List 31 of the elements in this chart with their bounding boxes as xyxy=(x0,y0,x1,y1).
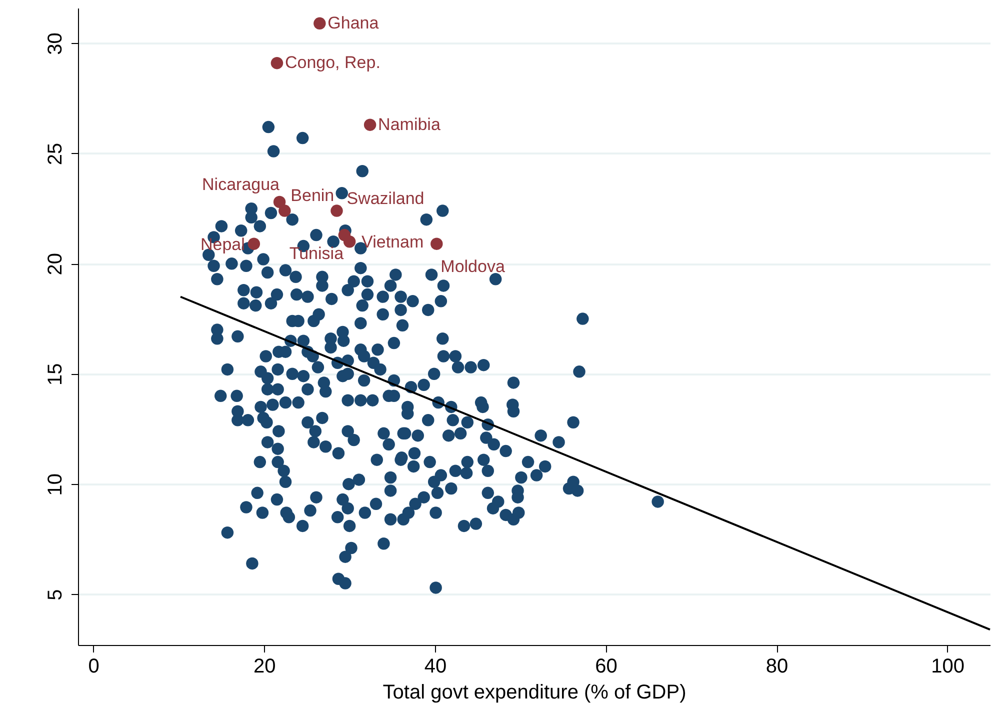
y-tick-label: 30 xyxy=(44,32,66,55)
point xyxy=(248,238,260,250)
annotation: Namibia xyxy=(378,114,441,134)
x-axis-title: Total govt expenditure (% of GDP) xyxy=(382,682,686,704)
point xyxy=(343,236,356,248)
annotation: Vietnam xyxy=(362,232,424,252)
x-tick-label: 40 xyxy=(424,656,447,678)
point xyxy=(330,204,343,217)
annotation: Ghana xyxy=(328,13,380,32)
x-tick-label: 20 xyxy=(254,656,276,678)
annotation: Congo, Rep. xyxy=(284,53,380,72)
point xyxy=(364,118,376,131)
y-tick-label: 20 xyxy=(44,253,66,276)
point xyxy=(273,196,286,208)
x-tick-label: 0 xyxy=(88,656,100,678)
annotation: Swaziland xyxy=(346,188,424,208)
y-tick-label: 5 xyxy=(44,589,66,600)
x-tick-label: 80 xyxy=(766,656,788,678)
point xyxy=(430,238,443,250)
annotation: Tunisia xyxy=(289,244,344,264)
y-tick-label: 25 xyxy=(44,142,66,166)
y-tick-label: 10 xyxy=(44,473,66,496)
x-tick-label: 100 xyxy=(931,656,964,678)
annotation: Nicaragua xyxy=(202,174,280,194)
annotation: Moldova xyxy=(440,256,506,276)
annotation: Benin xyxy=(290,186,334,205)
point xyxy=(270,56,284,70)
point xyxy=(278,204,291,217)
x-tick-label: 60 xyxy=(595,656,618,678)
point xyxy=(314,17,326,30)
y-tick-label: 15 xyxy=(44,363,66,386)
